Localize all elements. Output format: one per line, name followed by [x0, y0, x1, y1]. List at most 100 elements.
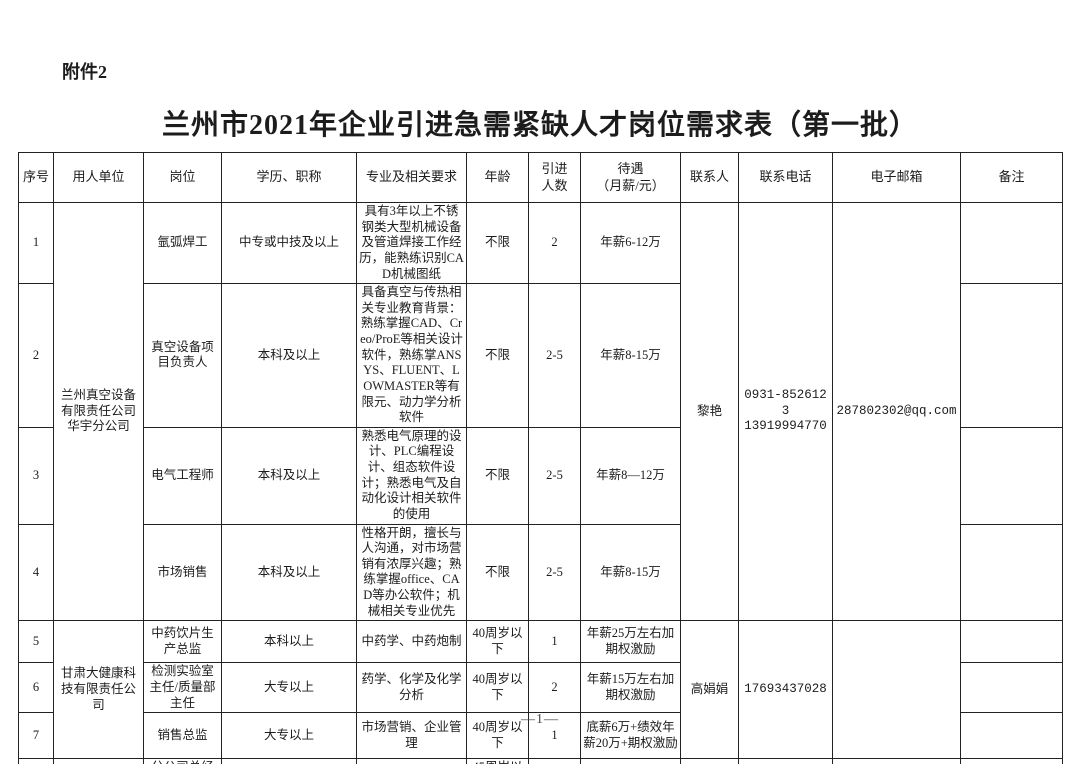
table-row: 7 销售总监 大专以上 市场营销、企业管理 40周岁以下 1 底薪6万+绩效年薪…	[18, 712, 1063, 760]
cell-contact: 雒婷婷	[680, 758, 739, 764]
table-row: 4 市场销售 本科及以上 性格开朗，擅长与人沟通，对市场营销有浓厚兴趣；熟练掌握…	[18, 523, 1063, 622]
cell-count: 2-5	[528, 523, 581, 622]
cell-age: 不限	[466, 426, 529, 525]
cell-requirements: 性格开朗，擅长与人沟通，对市场营销有浓厚兴趣；熟练掌握office、CAD等办公…	[356, 523, 467, 622]
cell-post: 中药饮片生产总监	[143, 620, 222, 664]
cell-education: 大专以上	[221, 712, 357, 760]
cell-email: 287802302@qq.com	[832, 201, 961, 622]
cell-salary: 年薪8-15万	[580, 523, 681, 622]
cell-salary: 年薪25万左右加期权激励	[580, 620, 681, 664]
cell-serial: 7	[18, 712, 54, 760]
col-header-education: 学历、职称	[221, 152, 357, 203]
cell-salary: 年薪8-15万	[580, 283, 681, 428]
cell-education: 中专或中技及以上	[221, 201, 357, 285]
col-header-age: 年龄	[466, 152, 529, 203]
cell-requirements: 中药学、中药炮制	[356, 620, 467, 664]
cell-remark	[960, 426, 1063, 525]
cell-age: 45周岁以下	[466, 758, 529, 764]
table-row: 6 检测实验室主任/质量部主任 大专以上 药学、化学及化学分析 40周岁以下 2…	[18, 662, 1063, 714]
cell-remark	[960, 758, 1063, 764]
col-header-contact: 联系人	[680, 152, 739, 203]
job-demand-table: 序号 用人单位 岗位 学历、职称 专业及相关要求 年龄 引进 人数 待遇 （月薪…	[18, 152, 1063, 764]
col-header-requirements: 专业及相关要求	[356, 152, 467, 203]
cell-post: 销售总监	[143, 712, 222, 760]
cell-serial: 3	[18, 426, 54, 525]
cell-count: 1	[528, 620, 581, 664]
cell-serial: 6	[18, 662, 54, 714]
cell-requirements: 药学、化学及化学分析	[356, 662, 467, 714]
table-row: 2 真空设备项目负责人 本科及以上 具备真空与传热相关专业教育背景：熟练掌握CA…	[18, 283, 1063, 428]
cell-serial: 8	[18, 758, 54, 764]
cell-count: 2-5	[528, 426, 581, 525]
cell-post: 检测实验室主任/质量部主任	[143, 662, 222, 714]
col-header-salary: 待遇 （月薪/元）	[580, 152, 681, 203]
cell-post: 市场销售	[143, 523, 222, 622]
cell-employer: 甘肃大健康科技有限责任公司	[53, 620, 144, 760]
cell-employer: 兰州真空设备有限责任公司华宇分公司	[53, 201, 144, 622]
cell-remark	[960, 523, 1063, 622]
col-header-post: 岗位	[143, 152, 222, 203]
cell-phone: 17693437028	[738, 620, 833, 760]
col-header-email: 电子邮箱	[832, 152, 961, 203]
cell-serial: 2	[18, 283, 54, 428]
table-header-row: 序号 用人单位 岗位 学历、职称 专业及相关要求 年龄 引进 人数 待遇 （月薪…	[18, 152, 1063, 203]
cell-remark	[960, 201, 1063, 285]
cell-post: 真空设备项目负责人	[143, 283, 222, 428]
cell-requirements: 熟悉电气原理的设计、PLC编程设计、组态软件设计；熟悉电气及自动化设计相关软件的…	[356, 426, 467, 525]
cell-serial: 1	[18, 201, 54, 285]
cell-email	[832, 758, 961, 764]
cell-salary: 1万-3万	[580, 758, 681, 764]
cell-remark	[960, 620, 1063, 664]
cell-serial: 5	[18, 620, 54, 664]
cell-age: 40周岁以下	[466, 620, 529, 664]
cell-remark	[960, 662, 1063, 714]
cell-requirements: 具备真空与传热相关专业教育背景：熟练掌握CAD、Creo/ProE等相关设计软件…	[356, 283, 467, 428]
col-header-phone: 联系电话	[738, 152, 833, 203]
cell-requirements: 市场营销、企业管理	[356, 712, 467, 760]
cell-requirements: 经管类	[356, 758, 467, 764]
cell-education: 大专以上	[221, 662, 357, 714]
col-header-count: 引进 人数	[528, 152, 581, 203]
attachment-label: 附件2	[62, 62, 107, 82]
cell-count: 1	[528, 758, 581, 764]
cell-post: 电气工程师	[143, 426, 222, 525]
cell-serial: 4	[18, 523, 54, 622]
cell-remark	[960, 712, 1063, 760]
page-title: 兰州市2021年企业引进急需紧缺人才岗位需求表（第一批）	[161, 110, 918, 141]
cell-education: 本科以上	[221, 620, 357, 664]
table-row: 5 甘肃大健康科技有限责任公司 中药饮片生产总监 本科以上 中药学、中药炮制 4…	[18, 620, 1063, 760]
cell-education: 本科及以上	[221, 523, 357, 622]
cell-employer: 甘肃久和食品综合市场开发管理有限公司	[53, 758, 144, 764]
cell-contact: 黎艳	[680, 201, 739, 622]
cell-age: 不限	[466, 283, 529, 428]
cell-education: 本科及以上	[221, 426, 357, 525]
col-header-serial: 序号	[18, 152, 54, 203]
cell-remark	[960, 283, 1063, 428]
table-row: 1 兰州真空设备有限责任公司华宇分公司 氩弧焊工 中专或中技及以上 具有3年以上…	[18, 201, 1063, 622]
cell-phone: 15348002201	[738, 758, 833, 764]
cell-age: 40周岁以下	[466, 712, 529, 760]
cell-contact: 高娟娟	[680, 620, 739, 760]
col-header-employer: 用人单位	[53, 152, 144, 203]
cell-salary: 年薪8—12万	[580, 426, 681, 525]
cell-education: 本科及以上	[221, 283, 357, 428]
cell-requirements: 具有3年以上不锈钢类大型机械设备及管道焊接工作经历，能熟练识别CAD机械图纸	[356, 201, 467, 285]
cell-post: 氩弧焊工	[143, 201, 222, 285]
table-row: 3 电气工程师 本科及以上 熟悉电气原理的设计、PLC编程设计、组态软件设计；熟…	[18, 426, 1063, 525]
cell-age: 40周岁以下	[466, 662, 529, 714]
cell-post: 分公司总经理	[143, 758, 222, 764]
col-header-remark: 备注	[960, 152, 1063, 203]
cell-phone: 0931-8526123 13919994770	[738, 201, 833, 622]
cell-age: 不限	[466, 523, 529, 622]
cell-salary: 年薪6-12万	[580, 201, 681, 285]
cell-email	[832, 620, 961, 760]
cell-count: 2	[528, 662, 581, 714]
cell-count: 2-5	[528, 283, 581, 428]
cell-salary: 年薪15万左右加期权激励	[580, 662, 681, 714]
cell-age: 不限	[466, 201, 529, 285]
page-number: —1—	[521, 712, 559, 727]
table-row: 8 甘肃久和食品综合市场开发管理有限公司 分公司总经理 不限 经管类 45周岁以…	[18, 758, 1063, 764]
cell-education: 不限	[221, 758, 357, 764]
cell-count: 2	[528, 201, 581, 285]
